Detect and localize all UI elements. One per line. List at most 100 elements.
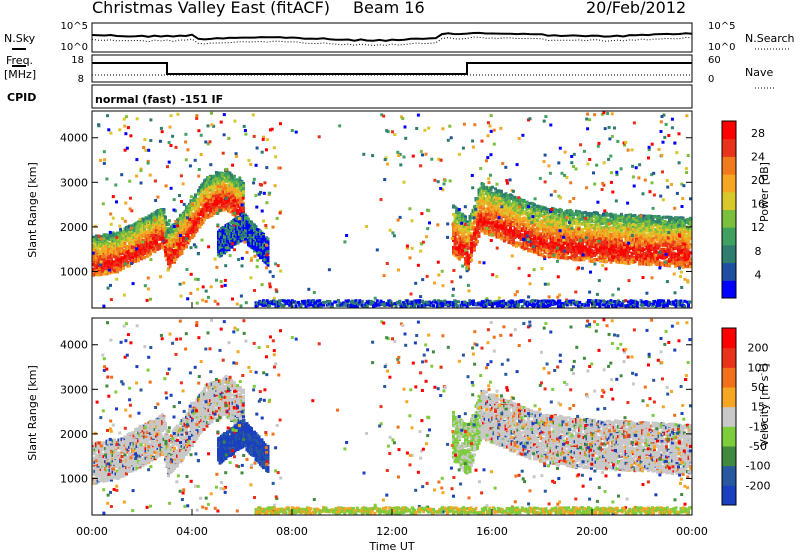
range-cell bbox=[571, 239, 574, 242]
range-cell bbox=[454, 220, 457, 223]
noise-left-tick-bottom: 10^0 bbox=[61, 42, 88, 53]
range-cell bbox=[500, 190, 503, 193]
freq-panel-frame bbox=[92, 55, 692, 82]
range-cell bbox=[470, 254, 473, 257]
range-cell bbox=[493, 229, 496, 232]
range-cell bbox=[464, 257, 467, 260]
range-cell bbox=[478, 235, 481, 238]
date-title: 20/Feb/2012 bbox=[586, 0, 686, 17]
range-cell bbox=[164, 216, 167, 219]
range-cell bbox=[142, 218, 145, 221]
range-cell bbox=[121, 256, 124, 259]
range-cell bbox=[184, 231, 187, 234]
range-cell bbox=[242, 194, 245, 197]
range-cell bbox=[242, 190, 245, 193]
noise-left-tick-top: 10^5 bbox=[61, 21, 88, 32]
range-cell bbox=[583, 258, 586, 261]
range-cell bbox=[538, 205, 541, 208]
noise-right-tick-top: 10^5 bbox=[708, 21, 735, 32]
range-cell bbox=[506, 236, 509, 239]
range-cell bbox=[128, 243, 131, 246]
range-cell bbox=[122, 267, 125, 270]
range-cell bbox=[508, 230, 511, 233]
range-cell bbox=[512, 239, 515, 242]
frequency-trace bbox=[92, 63, 692, 74]
range-cell bbox=[101, 269, 104, 272]
range-cell bbox=[523, 200, 526, 203]
freq-left-tick-top: 18 bbox=[71, 55, 84, 66]
noise-panel-frame bbox=[92, 23, 692, 52]
range-cell bbox=[572, 213, 575, 216]
freq-right-tick-bottom: 0 bbox=[708, 74, 714, 85]
range-cell bbox=[242, 209, 245, 212]
range-cell bbox=[526, 201, 529, 204]
noise-right-tick-bottom: 10^0 bbox=[708, 42, 735, 53]
cpid-label: CPID bbox=[7, 91, 36, 104]
range-cell bbox=[568, 228, 571, 231]
beam-title: Beam 16 bbox=[353, 0, 425, 17]
range-cell bbox=[470, 258, 473, 261]
range-cell bbox=[116, 268, 119, 271]
range-cell bbox=[481, 202, 484, 205]
range-cell bbox=[193, 233, 196, 236]
range-cell bbox=[514, 196, 517, 199]
range-cell bbox=[202, 221, 205, 224]
freq-right-tick-top: 60 bbox=[708, 55, 721, 66]
range-cell bbox=[124, 242, 127, 245]
range-cell bbox=[139, 233, 142, 236]
noise-search-trace bbox=[92, 37, 692, 45]
range-cell bbox=[458, 228, 461, 231]
range-cell bbox=[551, 249, 554, 252]
range-cell bbox=[137, 259, 140, 262]
range-cell bbox=[230, 191, 233, 194]
range-cell bbox=[466, 242, 469, 245]
range-cell bbox=[466, 251, 469, 254]
range-cell bbox=[556, 210, 559, 213]
range-cell bbox=[218, 191, 221, 194]
range-cell bbox=[571, 243, 574, 246]
range-cell bbox=[482, 194, 485, 197]
range-cell bbox=[214, 206, 217, 209]
range-cell bbox=[137, 230, 140, 233]
range-cell bbox=[503, 212, 506, 215]
range-cell bbox=[137, 244, 140, 247]
nave-label: Nave bbox=[745, 66, 773, 79]
range-cell bbox=[557, 241, 560, 244]
range-cell bbox=[196, 228, 199, 231]
range-cell bbox=[469, 219, 472, 222]
range-cell bbox=[143, 256, 146, 259]
range-cell bbox=[473, 248, 476, 251]
range-cell bbox=[533, 204, 536, 207]
range-cell bbox=[233, 175, 236, 178]
nsearch-label: N.Search bbox=[745, 32, 795, 45]
range-cell bbox=[482, 183, 485, 186]
range-cell bbox=[170, 257, 173, 260]
range-cell bbox=[116, 270, 119, 273]
range-cell bbox=[493, 207, 496, 210]
range-cell bbox=[242, 184, 245, 187]
nsky-label: N.Sky bbox=[4, 32, 36, 45]
range-cell bbox=[463, 234, 466, 237]
range-cell bbox=[527, 249, 530, 252]
range-cell bbox=[479, 210, 482, 213]
cpid-text: normal (fast) -151 IF bbox=[95, 93, 223, 106]
range-cell bbox=[476, 240, 479, 243]
range-cell bbox=[100, 273, 103, 276]
power-heatmap bbox=[92, 111, 692, 308]
range-cell bbox=[133, 227, 136, 230]
range-cell bbox=[172, 254, 175, 257]
range-cell bbox=[574, 258, 577, 261]
station-title: Christmas Valley East (fitACF) bbox=[92, 0, 330, 17]
range-cell bbox=[515, 241, 518, 244]
range-cell bbox=[521, 234, 524, 237]
range-cell bbox=[463, 244, 466, 247]
range-cell bbox=[520, 223, 523, 226]
range-cell bbox=[509, 204, 512, 207]
range-cell bbox=[157, 238, 160, 241]
range-cell bbox=[163, 211, 166, 214]
range-cell bbox=[197, 204, 200, 207]
range-cell bbox=[121, 237, 124, 240]
freq-unit-label: [MHz] bbox=[4, 68, 36, 81]
range-cell bbox=[512, 212, 515, 215]
